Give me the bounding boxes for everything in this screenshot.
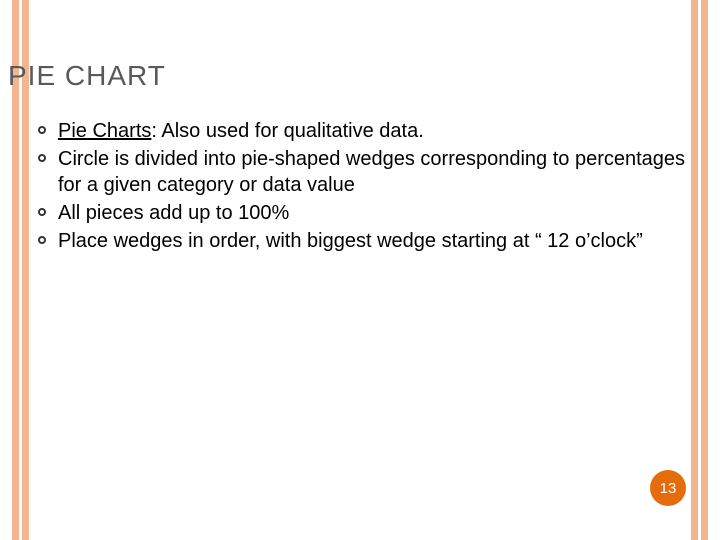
bullet-item: Pie Charts: Also used for qualitative da… [38,118,692,144]
bullet-marker-icon [38,208,46,216]
page-number-badge: 13 [650,470,686,506]
accent-stripe [691,0,698,540]
bullet-item: Circle is divided into pie-shaped wedges… [38,146,692,198]
bullet-text: Pie Charts: Also used for qualitative da… [58,118,692,144]
page-number: 13 [660,480,677,497]
bullet-marker-icon [38,236,46,244]
accent-stripe [701,0,708,540]
bullet-marker-icon [38,154,46,162]
bullet-text: Place wedges in order, with biggest wedg… [58,228,692,254]
bullet-marker-icon [38,126,46,134]
bullet-text: All pieces add up to 100% [58,200,692,226]
bullet-item: All pieces add up to 100% [38,200,692,226]
slide-title: PIE CHART [8,60,166,92]
bullet-text: Circle is divided into pie-shaped wedges… [58,146,692,198]
bullet-list: Pie Charts: Also used for qualitative da… [38,118,692,256]
bullet-lead: Pie Charts [58,120,151,142]
bullet-item: Place wedges in order, with biggest wedg… [38,228,692,254]
